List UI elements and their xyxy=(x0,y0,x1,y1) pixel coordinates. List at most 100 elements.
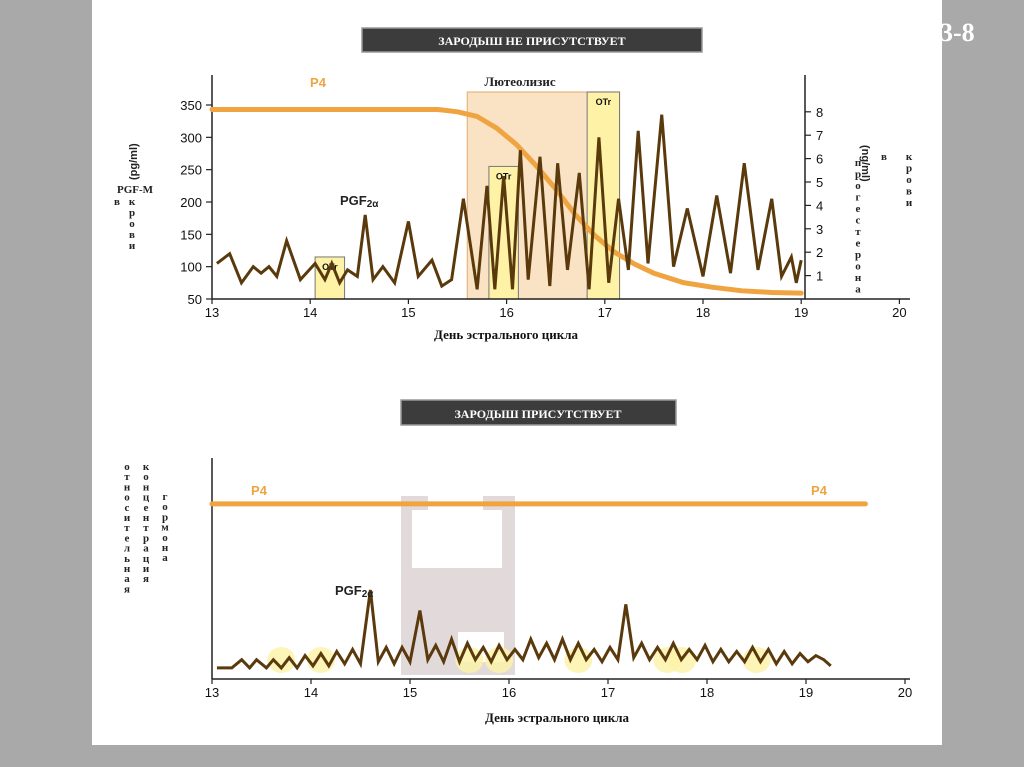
y-right-tick-label: 8 xyxy=(816,105,823,120)
y-label-char: н xyxy=(124,481,131,493)
y-right-label-char: р xyxy=(906,163,912,175)
y-label-char: о xyxy=(162,501,168,513)
y-label-char: я xyxy=(143,573,149,585)
y-label-char: н xyxy=(143,512,150,524)
x-tick-label: 17 xyxy=(601,685,615,700)
y-label-char: я xyxy=(124,583,130,595)
chart-2-title-banner xyxy=(400,399,677,426)
luteolysis-label: Лютеолизис xyxy=(484,74,555,89)
otr-label: OTr xyxy=(596,97,612,107)
y-left-tick-label: 200 xyxy=(180,195,202,210)
y-label-char: о xyxy=(162,532,168,544)
y-label-char: р xyxy=(143,532,149,544)
y-label-char: н xyxy=(124,563,131,575)
chart-1-x-label: День эстрального цикла xyxy=(434,327,579,342)
pgf-m-label: PGF-M xyxy=(117,184,154,196)
y-left-label-char: р xyxy=(129,207,135,219)
y-left-tick-label: 150 xyxy=(180,227,202,242)
y-label-char: н xyxy=(143,481,150,493)
chart-2: ЗАРОДЫШ ПРИСУТСТВУЕТ 13 14 15 16 17 18 19 20 P4… xyxy=(124,399,912,725)
x-tick-label: 20 xyxy=(892,305,906,320)
y-label-char: ц xyxy=(143,553,150,565)
y-right-tick-label: 7 xyxy=(816,128,823,143)
x-tick-label: 16 xyxy=(499,305,513,320)
chart-2-highlights xyxy=(267,647,771,673)
x-tick-label: 13 xyxy=(205,305,219,320)
chart-1-ticks: 13 14 15 16 17 18 19 20 50 100 150 200 250 300 350 1 2 3 4… xyxy=(180,98,906,320)
chart-2-title: ЗАРОДЫШ ПРИСУТСТВУЕТ xyxy=(454,407,621,421)
x-tick-label: 18 xyxy=(700,685,714,700)
y-right-label-char: к xyxy=(906,151,913,163)
y-label-char: к xyxy=(143,461,150,473)
y-left-tick-label: 50 xyxy=(188,292,202,307)
y-label-char: н xyxy=(162,542,169,554)
y-right-tick-label: 5 xyxy=(816,175,823,190)
y-right-label-char: о xyxy=(855,180,861,192)
x-tick-label: 15 xyxy=(401,305,415,320)
y-label-char: м xyxy=(161,522,169,534)
chart-2-p4-label-right: P4 xyxy=(811,483,828,498)
x-tick-label: 19 xyxy=(794,305,808,320)
y-right-label-char: в xyxy=(881,151,887,163)
slide-number: 3-8 xyxy=(940,18,975,47)
y-left-tick-label: 300 xyxy=(180,130,202,145)
y-left-label-char: и xyxy=(129,240,136,252)
chart-2-x-label: День эстрального цикла xyxy=(485,710,630,725)
x-tick-label: 14 xyxy=(304,685,318,700)
otr-highlight xyxy=(485,647,514,673)
y-label-char: р xyxy=(162,511,168,523)
chart-1-p4-label: P4 xyxy=(310,75,327,90)
y-label-char: о xyxy=(124,492,130,504)
y-label-char: т xyxy=(124,522,130,534)
y-label-char: а xyxy=(162,552,168,564)
y-right-label-char: г xyxy=(856,192,861,204)
y-right-label-char: п xyxy=(855,157,862,169)
y-right-label-char: т xyxy=(855,226,861,238)
y-label-char: е xyxy=(125,532,130,544)
otr-highlight xyxy=(564,647,593,673)
x-tick-label: 15 xyxy=(403,685,417,700)
y-label-char: т xyxy=(124,471,130,483)
chart-2-p4-label-left: P4 xyxy=(251,483,268,498)
y-right-label-char: р xyxy=(855,249,861,261)
y-label-char: и xyxy=(143,563,150,575)
y-label-char: г xyxy=(163,491,168,503)
x-tick-label: 13 xyxy=(205,685,219,700)
y-label-char: о xyxy=(143,471,149,483)
grey-artifact-cutout xyxy=(412,510,502,568)
otr-region xyxy=(314,256,346,300)
y-right-label-char: а xyxy=(855,284,861,296)
x-tick-label: 20 xyxy=(898,685,912,700)
p4-line xyxy=(209,106,804,296)
y-left-label-char: в xyxy=(129,229,135,241)
x-tick-label: 14 xyxy=(303,305,317,320)
y-label-char: с xyxy=(125,502,130,514)
y-right-label-char: с xyxy=(856,215,861,227)
x-tick-label: 19 xyxy=(799,685,813,700)
chart-2-lines xyxy=(209,501,868,671)
y-label-char: л xyxy=(124,543,130,555)
x-tick-label: 17 xyxy=(598,305,612,320)
chart-2-pgf-label: PGF2α xyxy=(335,583,374,600)
y-label-char: ь xyxy=(124,553,130,565)
y-right-label-char: н xyxy=(855,272,862,284)
y-right-label-char: о xyxy=(906,174,912,186)
y-label-char: е xyxy=(144,502,149,514)
pgf-line xyxy=(216,589,832,671)
y-right-label-char: р xyxy=(855,169,861,181)
y-left-label-char: о xyxy=(129,218,135,230)
y-label-char: о xyxy=(124,461,130,473)
x-tick-label: 18 xyxy=(696,305,710,320)
y-left-label-char: в xyxy=(114,196,120,208)
otr-highlight xyxy=(267,647,296,673)
y-label-char: ц xyxy=(143,492,150,504)
y-right-tick-label: 6 xyxy=(816,152,823,167)
chart-1-title-banner xyxy=(361,27,703,53)
y-right-label-char: е xyxy=(856,238,861,250)
chart-1-lines xyxy=(209,106,804,296)
y-label-char: и xyxy=(124,512,131,524)
